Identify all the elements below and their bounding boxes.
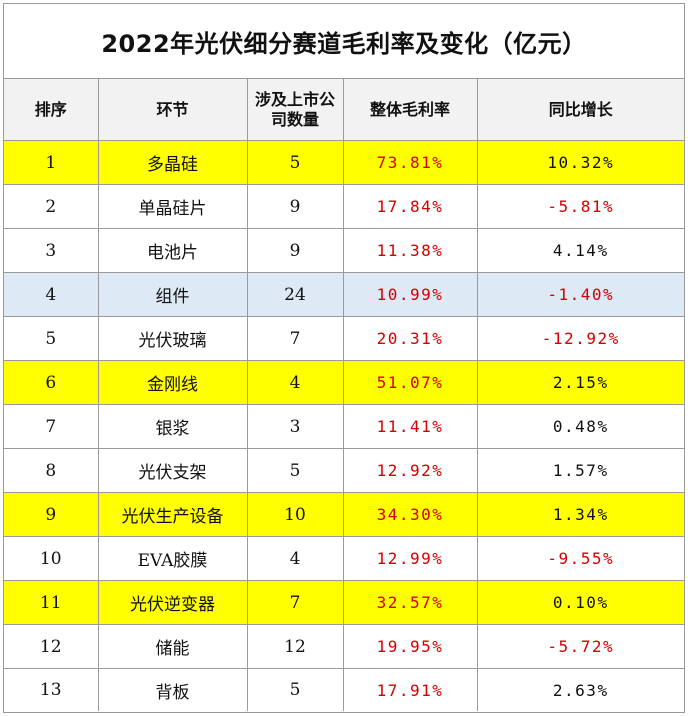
header-segment: 环节: [97, 79, 248, 141]
gross-margin-cell: 51.07%: [342, 360, 478, 405]
yoy-cell: -5.72%: [476, 624, 684, 669]
gross-margin-cell: 11.38%: [342, 228, 478, 273]
table-row: 2 单晶硅片 9 17.84% -5.81%: [4, 184, 684, 229]
segment-cell: 储能: [97, 624, 248, 669]
companies-cell: 10: [246, 492, 344, 537]
segment-cell: 多晶硅: [97, 140, 248, 185]
gross-margin-cell: 32.57%: [342, 580, 478, 625]
rank-cell: 9: [4, 492, 99, 537]
companies-cell: 5: [246, 668, 344, 711]
segment-cell: EVA胶膜: [97, 536, 248, 581]
table-row: 10 EVA胶膜 4 12.99% -9.55%: [4, 536, 684, 581]
companies-cell: 7: [246, 316, 344, 361]
gross-margin-cell: 10.99%: [342, 272, 478, 317]
companies-cell: 4: [246, 360, 344, 405]
table-row: 7 银浆 3 11.41% 0.48%: [4, 404, 684, 449]
rank-cell: 1: [4, 140, 99, 185]
companies-cell: 7: [246, 580, 344, 625]
gross-margin-cell: 12.92%: [342, 448, 478, 493]
rank-cell: 12: [4, 624, 99, 669]
segment-cell: 背板: [97, 668, 248, 711]
header-gross-margin: 整体毛利率: [342, 79, 478, 141]
header-row: 排序 环节 涉及上市公司数量 整体毛利率 同比增长: [4, 79, 684, 141]
segment-cell: 银浆: [97, 404, 248, 449]
segment-cell: 光伏生产设备: [97, 492, 248, 537]
rank-cell: 3: [4, 228, 99, 273]
companies-cell: 5: [246, 448, 344, 493]
table-row: 12 储能 12 19.95% -5.72%: [4, 624, 684, 669]
segment-cell: 光伏逆变器: [97, 580, 248, 625]
margin-table: 排序 环节 涉及上市公司数量 整体毛利率 同比增长 1 多晶硅 5 73.81% 10.…: [4, 79, 684, 711]
table-row: 8 光伏支架 5 12.92% 1.57%: [4, 448, 684, 493]
yoy-cell: -9.55%: [476, 536, 684, 581]
gross-margin-cell: 17.91%: [342, 668, 478, 711]
companies-cell: 24: [246, 272, 344, 317]
rank-cell: 2: [4, 184, 99, 229]
rank-cell: 5: [4, 316, 99, 361]
yoy-cell: 0.10%: [476, 580, 684, 625]
table-row: 4 组件 24 10.99% -1.40%: [4, 272, 684, 317]
header-yoy: 同比增长: [476, 79, 684, 141]
companies-cell: 12: [246, 624, 344, 669]
gross-margin-cell: 20.31%: [342, 316, 478, 361]
table-row: 1 多晶硅 5 73.81% 10.32%: [4, 140, 684, 185]
yoy-cell: 4.14%: [476, 228, 684, 273]
table-row: 3 电池片 9 11.38% 4.14%: [4, 228, 684, 273]
segment-cell: 组件: [97, 272, 248, 317]
table-row: 11 光伏逆变器 7 32.57% 0.10%: [4, 580, 684, 625]
rank-cell: 4: [4, 272, 99, 317]
companies-cell: 9: [246, 228, 344, 273]
rank-cell: 13: [4, 668, 99, 711]
rank-cell: 7: [4, 404, 99, 449]
gross-margin-cell: 12.99%: [342, 536, 478, 581]
segment-cell: 金刚线: [97, 360, 248, 405]
yoy-cell: 2.15%: [476, 360, 684, 405]
rank-cell: 10: [4, 536, 99, 581]
gross-margin-cell: 17.84%: [342, 184, 478, 229]
gross-margin-cell: 73.81%: [342, 140, 478, 185]
rank-cell: 8: [4, 448, 99, 493]
table-row: 6 金刚线 4 51.07% 2.15%: [4, 360, 684, 405]
yoy-cell: 10.32%: [476, 140, 684, 185]
header-companies: 涉及上市公司数量: [246, 79, 344, 141]
header-rank: 排序: [4, 79, 99, 141]
companies-cell: 9: [246, 184, 344, 229]
yoy-cell: -12.92%: [476, 316, 684, 361]
segment-cell: 光伏玻璃: [97, 316, 248, 361]
rank-cell: 11: [4, 580, 99, 625]
spreadsheet-table: 2022年光伏细分赛道毛利率及变化（亿元） 排序 环节 涉及上市公司数量 整体毛…: [3, 3, 685, 713]
yoy-cell: 2.63%: [476, 668, 684, 711]
header-companies-label: 涉及上市公司数量: [255, 89, 336, 129]
table-row: 13 背板 5 17.91% 2.63%: [4, 668, 684, 711]
rank-cell: 6: [4, 360, 99, 405]
companies-cell: 4: [246, 536, 344, 581]
gross-margin-cell: 19.95%: [342, 624, 478, 669]
yoy-cell: -1.40%: [476, 272, 684, 317]
table-row: 9 光伏生产设备 10 34.30% 1.34%: [4, 492, 684, 537]
yoy-cell: 1.57%: [476, 448, 684, 493]
table-title: 2022年光伏细分赛道毛利率及变化（亿元）: [4, 4, 684, 79]
segment-cell: 电池片: [97, 228, 248, 273]
gross-margin-cell: 34.30%: [342, 492, 478, 537]
companies-cell: 5: [246, 140, 344, 185]
yoy-cell: 1.34%: [476, 492, 684, 537]
table-row: 5 光伏玻璃 7 20.31% -12.92%: [4, 316, 684, 361]
segment-cell: 单晶硅片: [97, 184, 248, 229]
yoy-cell: -5.81%: [476, 184, 684, 229]
segment-cell: 光伏支架: [97, 448, 248, 493]
gross-margin-cell: 11.41%: [342, 404, 478, 449]
yoy-cell: 0.48%: [476, 404, 684, 449]
companies-cell: 3: [246, 404, 344, 449]
